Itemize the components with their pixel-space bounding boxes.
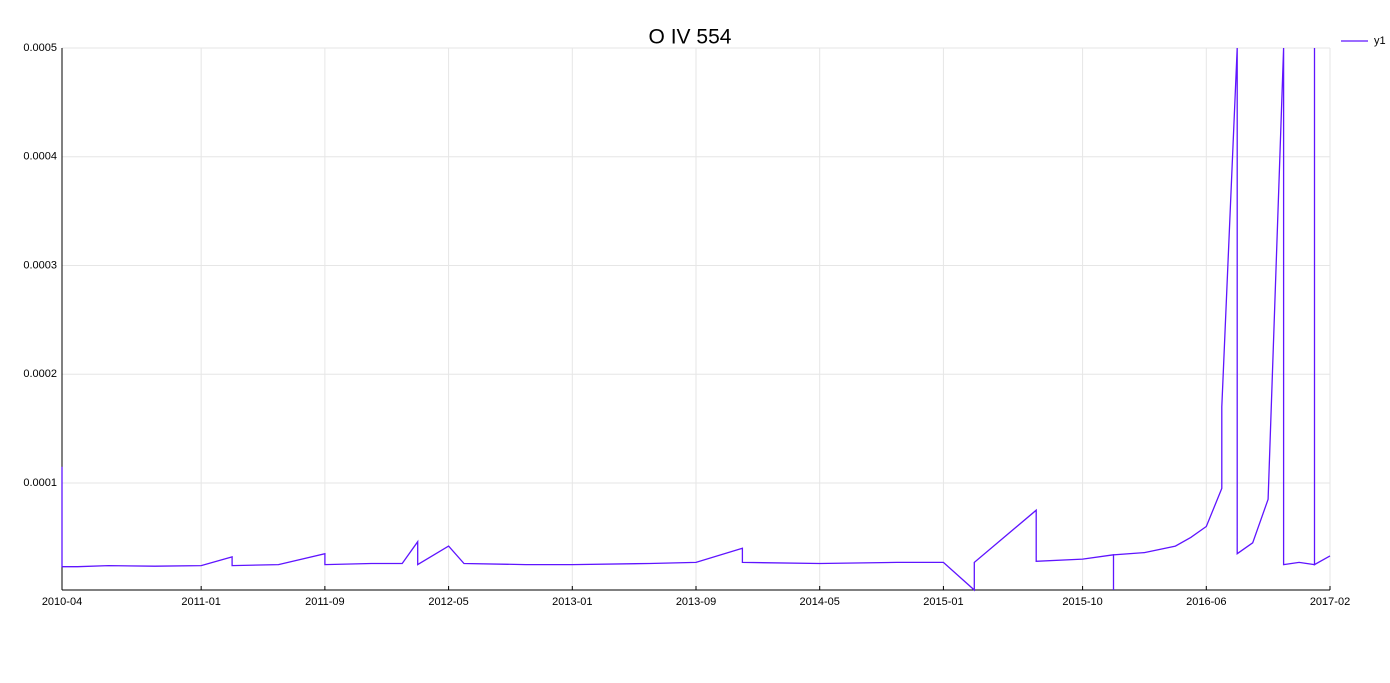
x-tick-label: 2017-02	[1310, 596, 1350, 608]
data-line	[61, 47, 1331, 592]
y-tick-label: 0.0004	[23, 151, 57, 163]
legend-label: y1	[1374, 35, 1386, 47]
x-tick-label: 2014-05	[800, 596, 840, 608]
x-tick-label: 2013-09	[676, 596, 716, 608]
x-tick-label: 2015-10	[1062, 596, 1102, 608]
chart-title: O IV 554	[649, 26, 732, 49]
x-tick-label: 2011-09	[305, 596, 345, 608]
x-tick-label: 2010-04	[42, 596, 82, 608]
y-tick-label: 0.0002	[23, 368, 57, 380]
x-tick-label: 2011-01	[181, 596, 221, 608]
y-tick-label: 0.0005	[23, 42, 57, 54]
x-tick-label: 2012-05	[428, 596, 468, 608]
x-tick-label: 2015-01	[923, 596, 963, 608]
y-tick-label: 0.0001	[23, 477, 57, 489]
x-tick-label: 2013-01	[552, 596, 592, 608]
y-tick-label: 0.0003	[23, 259, 57, 271]
x-tick-label: 2016-06	[1186, 596, 1226, 608]
